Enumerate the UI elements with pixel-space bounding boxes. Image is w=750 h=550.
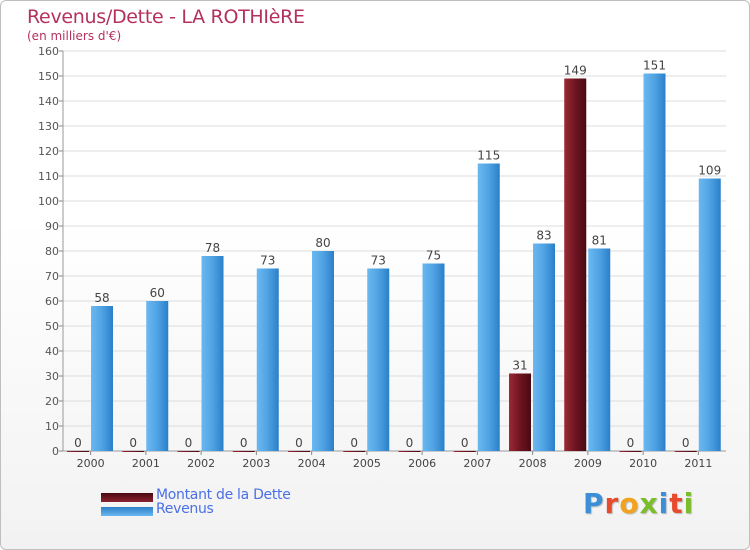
y-tick-label: 40 [45, 345, 59, 358]
x-tick-label: 2007 [463, 457, 491, 470]
y-tick-label: 140 [38, 95, 59, 108]
bar-dette [67, 451, 89, 452]
proxiti-logo: Proxiti [583, 487, 694, 520]
data-label: 73 [371, 254, 386, 268]
data-label: 0 [240, 436, 248, 450]
x-tick-label: 2010 [629, 457, 657, 470]
bar-revenus [367, 268, 390, 451]
bar-revenus [256, 268, 279, 451]
y-tick-label: 80 [45, 245, 59, 258]
bar-dette [177, 451, 200, 452]
data-label: 83 [536, 229, 551, 243]
data-label: 0 [682, 436, 690, 450]
y-tick-label: 50 [45, 320, 59, 333]
logo-letter: r [604, 487, 620, 520]
bar-dette [674, 451, 697, 452]
data-label: 73 [260, 254, 275, 268]
y-tick-label: 100 [38, 195, 59, 208]
x-tick-label: 2009 [574, 457, 602, 470]
data-label: 109 [698, 164, 721, 178]
y-tick-label: 110 [38, 170, 59, 183]
logo-letter: i [683, 487, 695, 520]
x-tick-label: 2002 [187, 457, 215, 470]
data-label: 0 [461, 436, 469, 450]
y-tick-label: 20 [45, 395, 59, 408]
x-tick-label: 2008 [519, 457, 547, 470]
data-label: 81 [592, 234, 607, 248]
y-tick-label: 160 [38, 45, 59, 58]
bar-revenus [201, 256, 224, 451]
data-label: 0 [627, 436, 635, 450]
bar-dette [122, 451, 145, 452]
data-label: 80 [315, 236, 330, 250]
bar-dette [288, 451, 310, 452]
chart-subtitle: (en milliers d'€) [27, 29, 122, 43]
bar-revenus [643, 73, 666, 451]
y-tick-label: 70 [45, 270, 59, 283]
bar-revenus [312, 251, 334, 451]
data-label: 0 [350, 436, 358, 450]
x-tick-label: 2004 [298, 457, 326, 470]
x-tick-label: 2006 [408, 457, 436, 470]
bar-revenus [698, 178, 721, 451]
x-tick-label: 2005 [353, 457, 381, 470]
y-tick-label: 130 [38, 120, 59, 133]
data-label: 0 [129, 436, 137, 450]
bar-revenus [91, 306, 113, 451]
logo-letter: t [669, 487, 684, 520]
logo-letter: o [619, 487, 640, 520]
data-label: 60 [150, 286, 165, 300]
data-label: 115 [477, 149, 500, 163]
data-label: 149 [564, 64, 587, 78]
x-tick-label: 2000 [77, 457, 105, 470]
bar-dette [619, 451, 642, 452]
bar-dette [232, 451, 255, 452]
bar-revenus [477, 163, 500, 451]
y-tick-label: 120 [38, 145, 59, 158]
chart-title: Revenus/Dette - LA ROTHIèRE [27, 6, 305, 28]
data-label: 31 [512, 359, 527, 373]
data-label: 78 [205, 241, 220, 255]
bar-dette [398, 451, 421, 452]
logo-letter: x [639, 487, 659, 520]
bar-dette [453, 451, 476, 452]
y-tick-label: 90 [45, 220, 59, 233]
legend-swatch-dette [101, 493, 153, 502]
legend-swatch-revenus [101, 507, 153, 516]
y-tick-label: 0 [52, 445, 59, 458]
bar-dette [343, 451, 366, 452]
x-tick-label: 2001 [132, 457, 160, 470]
data-label: 58 [94, 291, 109, 305]
x-tick-label: 2011 [684, 457, 712, 470]
data-label: 75 [426, 249, 441, 263]
x-tick-label: 2003 [242, 457, 270, 470]
data-label: 0 [295, 436, 303, 450]
data-label: 151 [643, 59, 666, 73]
data-label: 0 [185, 436, 193, 450]
logo-letter: P [583, 487, 605, 520]
bar-revenus [422, 263, 445, 451]
legend-label-revenus: Revenus [156, 501, 214, 517]
data-label: 0 [74, 436, 82, 450]
y-tick-label: 150 [38, 70, 59, 83]
y-tick-label: 10 [45, 420, 59, 433]
bar-revenus [146, 301, 169, 451]
y-tick-label: 30 [45, 370, 59, 383]
logo-letter: i [658, 487, 670, 520]
bar-dette [509, 373, 531, 451]
legend-label-dette: Montant de la Dette [156, 487, 291, 503]
y-tick-label: 60 [45, 295, 59, 308]
bar-dette [564, 78, 587, 451]
data-label: 0 [406, 436, 414, 450]
bar-revenus [588, 248, 611, 451]
bar-revenus [533, 243, 555, 451]
